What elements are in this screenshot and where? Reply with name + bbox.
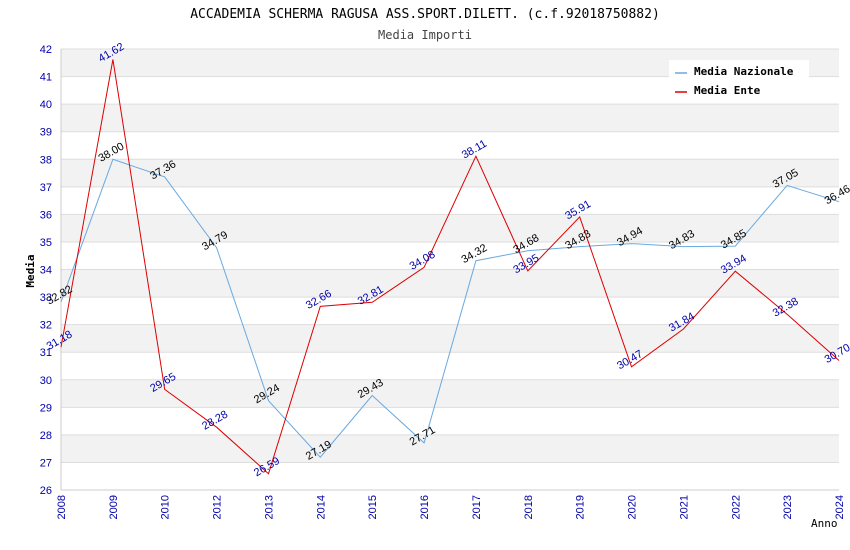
legend-label-media-ente: Media Ente — [694, 84, 761, 97]
data-label: 28.28 — [200, 408, 230, 432]
x-tick-label: 2012 — [212, 495, 224, 519]
y-axis-label: Media — [24, 254, 37, 287]
y-tick-label: 32 — [40, 320, 52, 332]
grid-band — [61, 434, 839, 463]
data-label: 34.32 — [460, 242, 490, 266]
x-tick-label: 2016 — [419, 495, 431, 519]
y-tick-label: 42 — [40, 44, 52, 56]
x-tick-label: 2014 — [315, 495, 327, 519]
legend-box — [669, 60, 809, 102]
x-tick-label: 2022 — [730, 495, 742, 519]
series-line-media-nazionale — [60, 158, 840, 458]
legend: Media Nazionale Media Ente — [669, 60, 809, 102]
grid-band — [61, 324, 839, 353]
x-tick-label: 2009 — [108, 495, 120, 519]
x-tick-label: 2021 — [678, 495, 690, 519]
chart-subtitle: Media Importi — [378, 28, 472, 42]
y-tick-label: 39 — [40, 127, 52, 139]
y-tick-label: 27 — [40, 457, 52, 469]
y-tick-label: 38 — [40, 154, 52, 166]
x-tick-label: 2024 — [834, 495, 846, 519]
data-label: 38.11 — [460, 138, 489, 162]
x-tick-label: 2017 — [471, 495, 483, 519]
series-line-media-ente — [60, 59, 840, 475]
x-tick-label: 2015 — [367, 495, 379, 519]
x-tick-label: 2019 — [575, 495, 587, 519]
legend-label-media-nazionale: Media Nazionale — [694, 65, 794, 78]
grid-band — [61, 214, 839, 242]
y-tick-label: 26 — [40, 485, 52, 497]
y-tick-labels: 26 27 28 29 30 31 32 33 34 35 36 37 38 39 40 41 42 — [40, 44, 52, 497]
y-tick-label: 37 — [40, 182, 52, 194]
x-tick-label: 2010 — [160, 495, 172, 519]
y-tick-label: 41 — [40, 72, 52, 84]
axes — [60, 49, 839, 491]
x-tick-label: 2018 — [523, 495, 535, 519]
x-tick-label: 2020 — [627, 495, 639, 519]
y-tick-label: 40 — [40, 99, 52, 111]
x-tick-labels: 2008 2009 2010 2012 2013 2014 2015 2016 2017 2018… — [56, 495, 846, 519]
y-tick-label: 29 — [40, 402, 52, 414]
y-tick-label: 30 — [40, 375, 52, 387]
x-tick-label: 2023 — [782, 495, 794, 519]
series-lines — [60, 59, 840, 475]
grid-band — [61, 159, 839, 187]
y-tick-label: 28 — [40, 430, 52, 442]
grid-bands — [61, 49, 839, 463]
grid-band — [61, 269, 839, 298]
data-label: 32.82 — [45, 283, 75, 307]
y-tick-label: 35 — [40, 237, 52, 249]
y-tick-label: 36 — [40, 209, 52, 221]
data-label: 32.38 — [771, 295, 801, 319]
y-tick-label: 31 — [40, 347, 52, 359]
grid-band — [61, 104, 839, 132]
x-axis-label: Anno — [811, 517, 838, 530]
chart-title: ACCADEMIA SCHERMA RAGUSA ASS.SPORT.DILET… — [190, 7, 660, 22]
x-tick-label: 2013 — [263, 495, 275, 519]
y-tick-label: 33 — [40, 292, 52, 304]
grid-band — [61, 379, 839, 408]
x-tick-label: 2008 — [56, 495, 68, 519]
y-tick-label: 34 — [40, 265, 52, 277]
